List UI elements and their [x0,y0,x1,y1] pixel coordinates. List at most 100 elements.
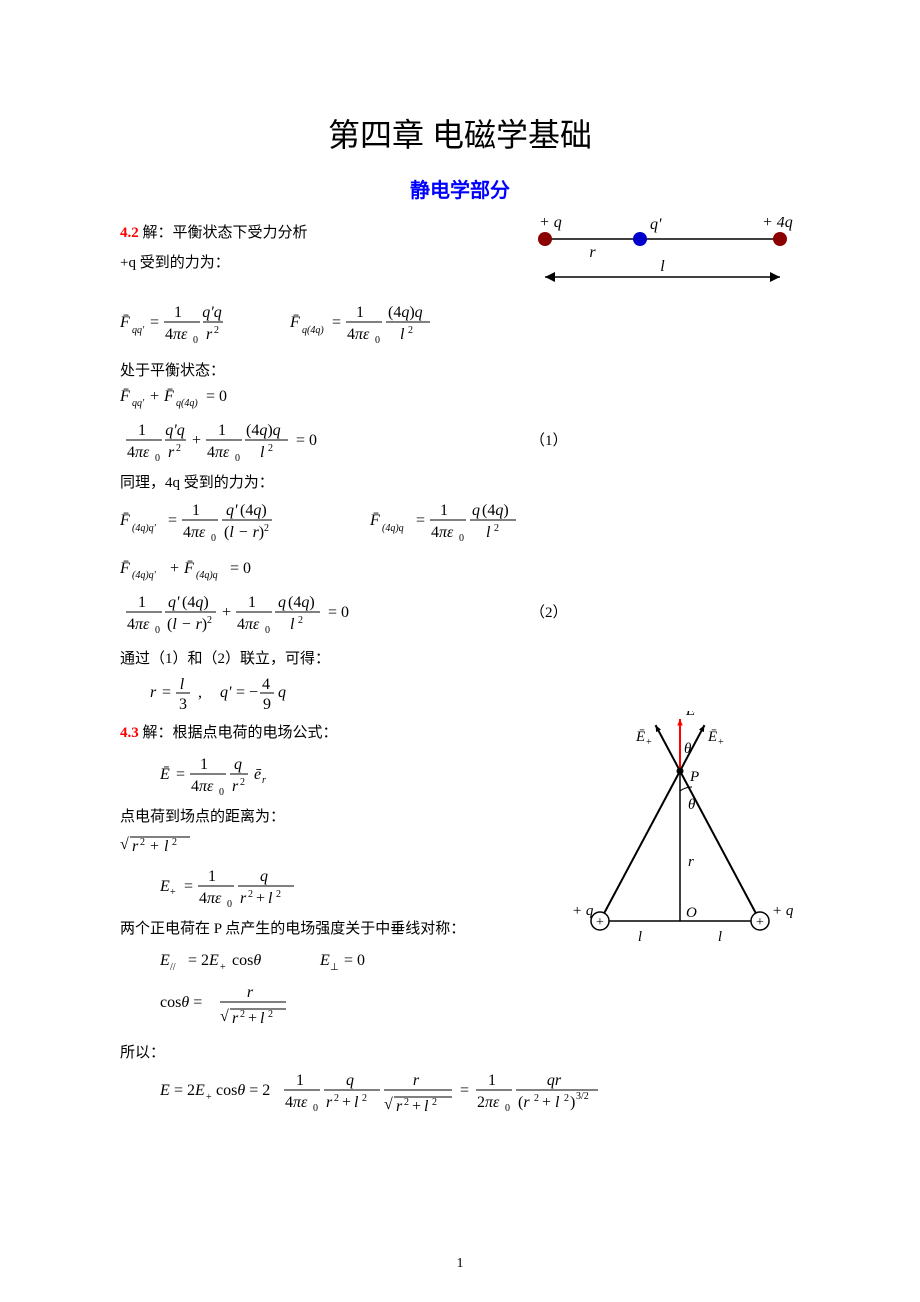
svg-text:): ) [570,1094,575,1111]
svg-text:r: r [232,778,239,795]
section-title: 静电学部分 [120,174,800,203]
svg-text:F̄: F̄ [289,314,300,331]
svg-text:0: 0 [505,1103,510,1114]
svg-text:θ: θ [684,741,692,757]
svg-text:E: E [160,878,170,895]
svg-text:E: E [319,952,330,969]
svg-text:0: 0 [235,453,240,464]
svg-text:1: 1 [138,422,146,439]
svg-text:4πε: 4πε [431,524,454,541]
svg-text:=: = [416,512,425,529]
svg-text:(4q): (4q) [182,594,209,611]
svg-text:+: + [256,890,265,907]
svg-text:=: = [332,314,341,331]
svg-text:2: 2 [140,837,145,848]
svg-text:,: , [198,684,202,701]
svg-text:l: l [424,1098,429,1115]
svg-text:l: l [486,524,491,541]
svg-text:0: 0 [211,533,216,544]
svg-text:r: r [688,854,694,870]
text: 点电荷到场点的距离为： [120,809,285,825]
svg-text:0: 0 [313,1103,318,1114]
svg-text:0: 0 [459,533,464,544]
svg-text:q': q' [226,502,238,519]
svg-text:P: P [689,769,699,785]
svg-text:qq': qq' [132,398,145,409]
svg-text:2: 2 [534,1093,539,1104]
svg-text:=: = [176,766,185,783]
svg-text:4πε: 4πε [127,444,150,461]
svg-text:4πε: 4πε [285,1094,308,1111]
svg-text:(4q)q': (4q)q' [132,570,157,581]
equation-1: 1 4πε0 q'q r2 + 1 4πε0 (4q)q l2 = 0 （1） [120,415,800,465]
svg-text:√: √ [384,1096,393,1113]
svg-text:F̄: F̄ [163,388,174,405]
svg-text:3: 3 [179,696,187,713]
svg-text:(r: (r [518,1094,530,1111]
svg-text:qq': qq' [132,325,145,336]
svg-text:q: q [234,756,242,773]
svg-text:1: 1 [200,756,208,773]
svg-text:= 0: = 0 [296,432,317,449]
svg-text:qr: qr [547,1072,562,1089]
svg-text:9: 9 [263,696,271,713]
svg-text:r: r [396,1098,403,1115]
svg-text:4πε: 4πε [191,778,214,795]
svg-text:(4q): (4q) [288,594,315,611]
svg-text:(4q)q: (4q)q [246,422,281,439]
svg-text:0: 0 [155,453,160,464]
svg-text:r: r [262,775,266,786]
svg-text:r: r [240,890,247,907]
svg-text:2: 2 [264,523,269,534]
svg-text:cosθ =: cosθ = [160,994,202,1011]
svg-text:2: 2 [240,777,245,788]
svg-text:2: 2 [334,1093,339,1104]
svg-text:r: r [206,326,213,343]
svg-text:√: √ [220,1008,229,1025]
svg-text:+: + [170,887,176,898]
svg-text:4πε: 4πε [127,616,150,633]
svg-text:(4q): (4q) [240,502,267,519]
svg-text:+ q: + q [539,217,562,231]
svg-text:F̄: F̄ [120,512,130,529]
svg-text:2: 2 [494,523,499,534]
svg-text:2: 2 [268,1009,273,1020]
svg-text:+: + [222,604,231,621]
svg-text:+: + [192,432,201,449]
svg-text:= 0: = 0 [206,388,227,405]
svg-text:2: 2 [362,1093,367,1104]
svg-text:+: + [206,1092,212,1103]
svg-text:2: 2 [404,1097,409,1108]
svg-text:+: + [150,838,159,855]
svg-text:= 0: = 0 [328,604,349,621]
svg-text:1: 1 [218,422,226,439]
svg-text:4πε: 4πε [165,326,188,343]
svg-text:1: 1 [208,868,216,885]
svg-text:q'q: q'q [202,304,221,321]
svg-text:(4q): (4q) [482,502,509,519]
svg-text:+ 4q: + 4q [762,217,793,231]
svg-text:r: r [168,444,175,461]
svg-text:0: 0 [155,625,160,636]
svg-text:F̄: F̄ [369,512,380,529]
svg-text:1: 1 [356,304,364,321]
text: 解：根据点电荷的电场公式： [139,725,338,741]
svg-text:1: 1 [174,304,182,321]
svg-text:=: = [184,878,193,895]
svg-text:(4q)q: (4q)q [196,570,218,581]
svg-text:l: l [290,616,295,633]
svg-text:= 0: = 0 [230,560,251,577]
svg-text:F̄: F̄ [120,560,130,577]
svg-text:(l − r): (l − r) [224,524,264,541]
svg-text:q': q' [220,684,232,701]
svg-text:1: 1 [192,502,200,519]
svg-text:cosθ: cosθ [232,952,261,969]
svg-text:0: 0 [375,335,380,346]
svg-text:+ l: + l [542,1094,560,1111]
svg-text:F̄: F̄ [120,314,130,331]
svg-text:2: 2 [298,615,303,626]
svg-text:+: + [718,737,724,748]
svg-text:q: q [278,594,286,611]
svg-text:(4q)q: (4q)q [388,304,423,321]
equation: cosθ = r √ r2 +l2 [120,979,800,1029]
